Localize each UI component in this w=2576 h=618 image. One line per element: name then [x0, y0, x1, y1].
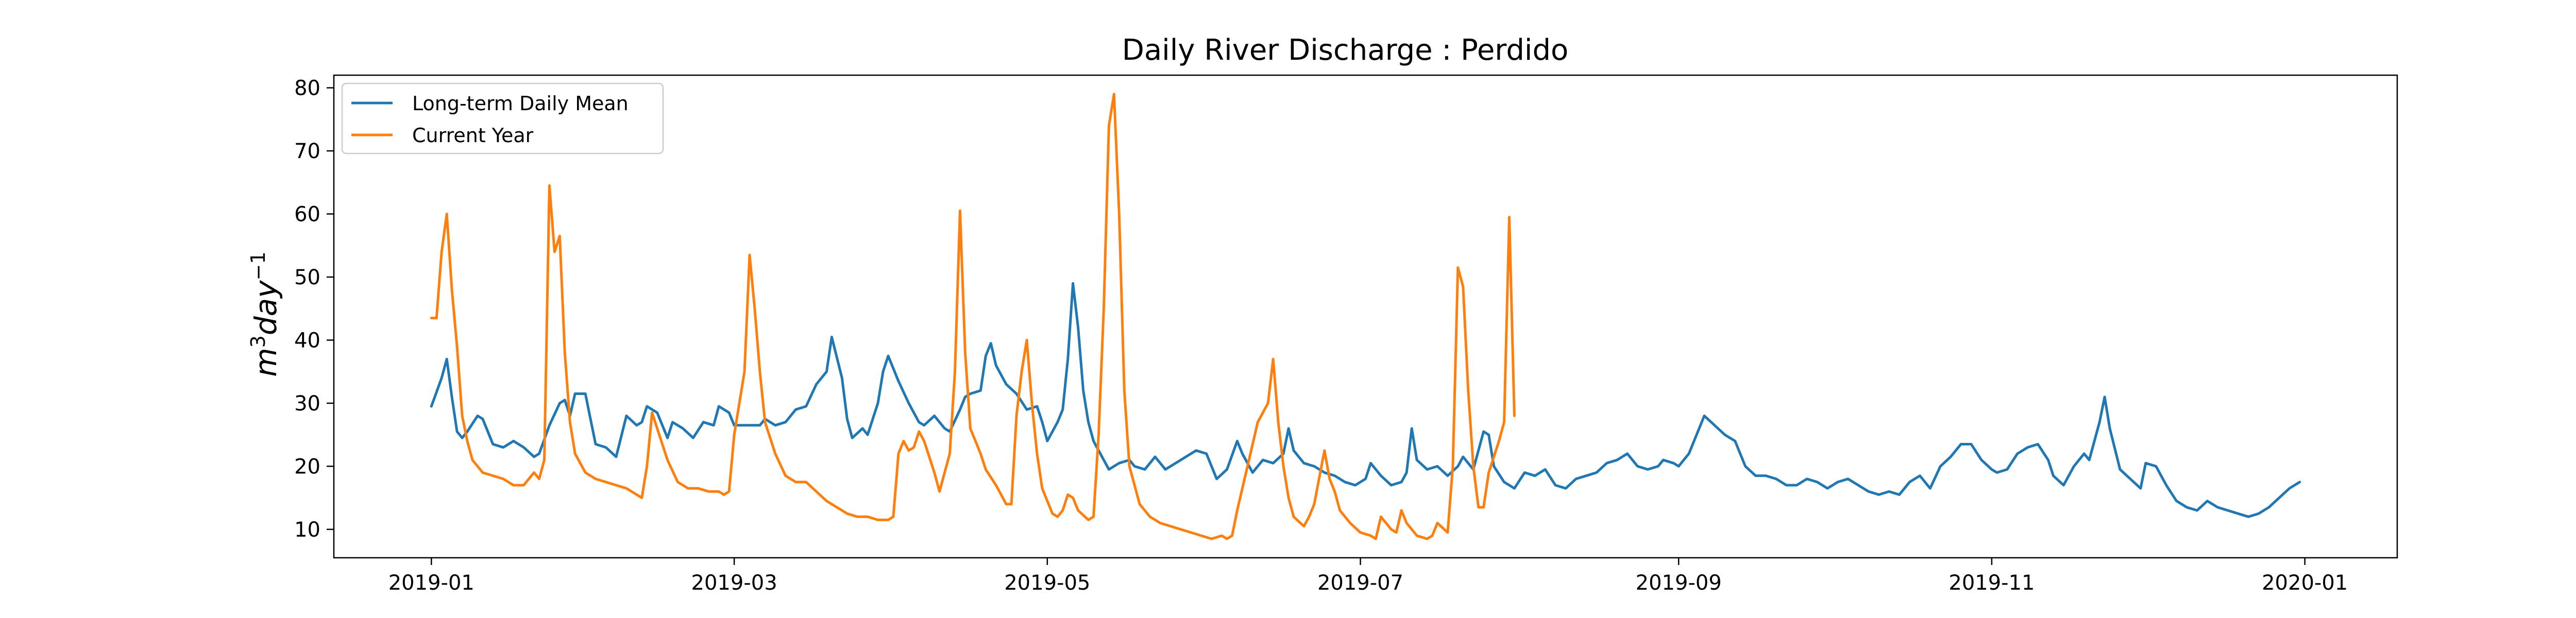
chart-title: Daily River Discharge : Perdido	[1122, 33, 1569, 67]
series-line-long-term-mean	[430, 282, 2301, 518]
y-axis-label: m3day−1	[247, 251, 283, 376]
x-tick-label: 2019-01	[388, 571, 474, 595]
x-tick-label: 2019-03	[691, 571, 777, 595]
y-axis-label-mid: day	[248, 280, 283, 335]
legend-label-long-term-mean: Long-term Daily Mean	[412, 92, 629, 115]
y-axis-label-sup2: −1	[247, 251, 269, 280]
legend-label-current-year: Current Year	[412, 124, 534, 147]
y-tick-label: 30	[294, 392, 320, 416]
y-axis-label-sup1: 3	[247, 335, 269, 348]
x-tick-label: 2019-09	[1636, 571, 1722, 595]
y-axis-ticks: 10 20 30 40 50 60 70 80	[294, 76, 334, 542]
x-tick-label: 2019-05	[1004, 571, 1090, 595]
plot-frame	[333, 74, 2398, 559]
y-tick-label: 60	[294, 202, 320, 226]
y-tick-label: 40	[294, 329, 320, 352]
y-tick-label: 50	[294, 266, 320, 289]
plot-lines	[430, 93, 2301, 540]
y-tick-label: 80	[294, 76, 320, 100]
x-axis-ticks: 2019-01 2019-03 2019-05 2019-07 2019-09 2019-…	[388, 558, 2348, 595]
y-axis-label-base: m	[248, 348, 283, 377]
y-tick-label: 10	[294, 518, 320, 542]
legend: Long-term Daily Mean Current Year	[341, 82, 664, 154]
y-tick-label: 70	[294, 140, 320, 163]
x-tick-label: 2019-11	[1948, 571, 2035, 595]
legend-box	[341, 82, 664, 154]
x-tick-label: 2020-01	[2262, 571, 2348, 595]
x-tick-label: 2019-07	[1317, 571, 1403, 595]
series-line-current-year	[430, 93, 1516, 540]
y-tick-label: 20	[294, 455, 320, 478]
